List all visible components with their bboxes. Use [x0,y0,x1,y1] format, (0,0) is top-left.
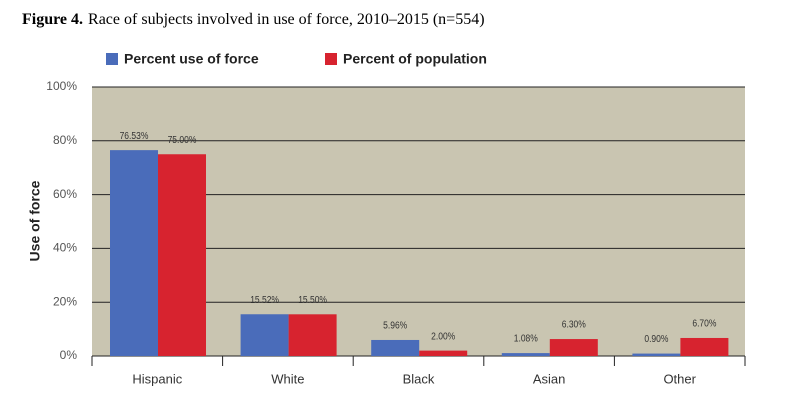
value-label: 6.30% [562,319,586,330]
chart-title: Figure 4. Race of subjects involved in us… [22,11,485,28]
value-label: 5.96% [383,320,407,331]
bar [501,353,550,356]
value-label: 15.52% [250,294,279,305]
bar [419,350,468,356]
bar [288,314,337,356]
y-axis-label: Use of force [27,180,43,261]
value-label: 6.70% [692,318,716,329]
value-label: 15.50% [298,294,327,305]
value-label: 0.90% [644,334,668,345]
bar [371,339,420,356]
value-label: 2.00% [431,331,455,342]
x-tick-label: Asian [533,371,566,386]
bar [110,150,158,356]
y-tick-label: 60% [53,187,77,201]
bar [240,314,289,356]
y-tick-label: 20% [53,294,77,308]
figure-label: Figure 4. [22,11,83,28]
bar [549,339,598,356]
x-tick-label: White [271,371,304,386]
bar [680,337,729,356]
value-label: 76.53% [120,130,149,141]
bar [632,353,681,356]
x-tick-label: Black [403,371,435,386]
value-label: 1.08% [514,333,538,344]
x-tick-label: Hispanic [132,371,182,386]
legend-swatch [325,53,337,65]
x-tick-label: Other [663,371,696,386]
legend-swatch [106,53,118,65]
y-tick-label: 0% [60,348,78,362]
bar [158,154,206,356]
value-label: 75.00% [168,134,197,145]
y-tick-label: 40% [53,241,77,255]
legend-label: Percent use of force [124,51,259,67]
title-text: Race of subjects involved in use of forc… [88,11,484,28]
y-tick-label: 100% [46,79,77,93]
y-tick-label: 80% [53,133,77,147]
legend-label: Percent of population [343,51,487,67]
